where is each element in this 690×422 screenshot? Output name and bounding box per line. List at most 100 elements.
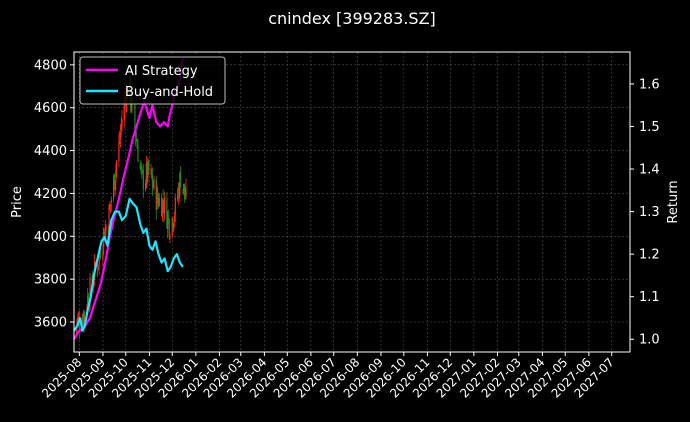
candle-body — [78, 319, 80, 330]
candle-body — [166, 198, 168, 229]
legend: AI Strategy Buy-and-Hold — [79, 56, 226, 105]
candle-body — [115, 168, 117, 182]
candle-body — [84, 311, 86, 314]
series-line-buy-and-hold — [73, 197, 184, 332]
candle-body — [145, 163, 147, 182]
y-tick-label: 4400 — [34, 144, 67, 159]
candle-body — [102, 249, 104, 260]
candle-body — [108, 205, 110, 234]
candle-body — [185, 187, 187, 198]
candle-body — [87, 297, 90, 306]
candle-body — [82, 316, 84, 325]
candle-body — [174, 197, 176, 215]
candle-body — [177, 186, 179, 197]
candle-body — [77, 316, 80, 321]
y-tick-label: 3800 — [34, 273, 67, 288]
candle-body — [105, 226, 107, 231]
y-tick-label: 4000 — [34, 230, 67, 245]
y2-tick-label: 1.0 — [639, 333, 660, 348]
candle-body — [162, 198, 164, 206]
chart-title: cnindex [399283.SZ] — [268, 9, 436, 28]
candle-body — [119, 132, 122, 139]
y2-tick-label: 1.3 — [639, 205, 660, 220]
candle-body — [141, 165, 143, 170]
candle-body — [173, 216, 176, 223]
candle-body — [107, 227, 109, 232]
candle-body — [121, 119, 123, 127]
candle-body — [178, 186, 180, 197]
candle-body — [113, 174, 115, 190]
candle-body — [180, 173, 182, 188]
price-candles — [73, 75, 187, 340]
candle-body — [98, 252, 100, 266]
candle-body — [172, 219, 174, 228]
candle-body — [164, 197, 166, 212]
candle-body — [183, 183, 186, 196]
plot-frame — [73, 51, 631, 353]
candle-body — [182, 188, 184, 190]
candle-body — [135, 132, 137, 140]
candle-body — [83, 310, 85, 326]
candle-body — [152, 184, 154, 188]
candle-body — [157, 191, 159, 201]
candle-body — [148, 160, 150, 172]
candle-body — [171, 217, 173, 236]
candle-body — [135, 138, 138, 142]
candle-body — [77, 318, 79, 324]
candle-body — [109, 205, 111, 209]
price-axis: 3600 3800 4000 4200 4400 4600 4800 — [34, 58, 74, 331]
candle-body — [163, 208, 165, 214]
candle-body — [151, 169, 153, 178]
candle-body — [153, 178, 155, 189]
series-line-ai-strategy — [73, 58, 184, 340]
candle-body — [179, 173, 181, 196]
candle-body — [140, 167, 142, 169]
candle-body — [176, 195, 179, 200]
candle-body — [137, 146, 139, 162]
candle-body — [81, 319, 83, 329]
candle-body — [158, 197, 160, 206]
y2-axis-label: Return — [666, 180, 681, 223]
y2-tick-label: 1.5 — [639, 120, 660, 135]
candle-body — [167, 216, 170, 218]
candle-body — [151, 174, 154, 187]
candle-body — [118, 141, 120, 162]
candle-body — [144, 182, 147, 190]
candle-body — [113, 176, 115, 199]
candle-body — [156, 189, 158, 210]
candle-body — [100, 250, 102, 258]
candle-body — [109, 204, 112, 206]
candle-body — [155, 179, 157, 211]
candle-body — [183, 183, 185, 191]
candle-body — [167, 213, 169, 230]
legend-label-buy-and-hold: Buy-and-Hold — [125, 85, 213, 100]
candle-body — [141, 170, 144, 172]
y-axis-label: Price — [10, 186, 25, 218]
candle-body — [116, 161, 118, 170]
return-lines — [73, 58, 184, 340]
candle-body — [142, 169, 144, 190]
candle-body — [87, 295, 89, 309]
y-tick-label: 3600 — [34, 316, 67, 331]
candle-body — [123, 96, 125, 121]
candle-body — [169, 237, 171, 239]
candle-body — [161, 199, 163, 219]
candle-body — [173, 224, 175, 229]
y2-tick-label: 1.6 — [639, 77, 660, 92]
candle-body — [119, 138, 121, 141]
candle-body — [160, 197, 163, 217]
legend-label-ai-strategy: AI Strategy — [125, 64, 198, 79]
candle-body — [139, 163, 141, 168]
return-axis: 1.0 1.1 1.2 1.3 1.4 1.5 1.6 — [630, 77, 660, 348]
candle-body — [136, 142, 138, 149]
candle-body — [114, 181, 116, 191]
candle-body — [168, 219, 170, 237]
y2-tick-label: 1.2 — [639, 248, 660, 263]
candle-body — [157, 199, 160, 207]
candle-body — [97, 264, 99, 268]
candle-body — [97, 269, 99, 271]
candle-body — [130, 103, 132, 108]
candle-body — [147, 160, 149, 181]
candle-body — [89, 277, 91, 307]
